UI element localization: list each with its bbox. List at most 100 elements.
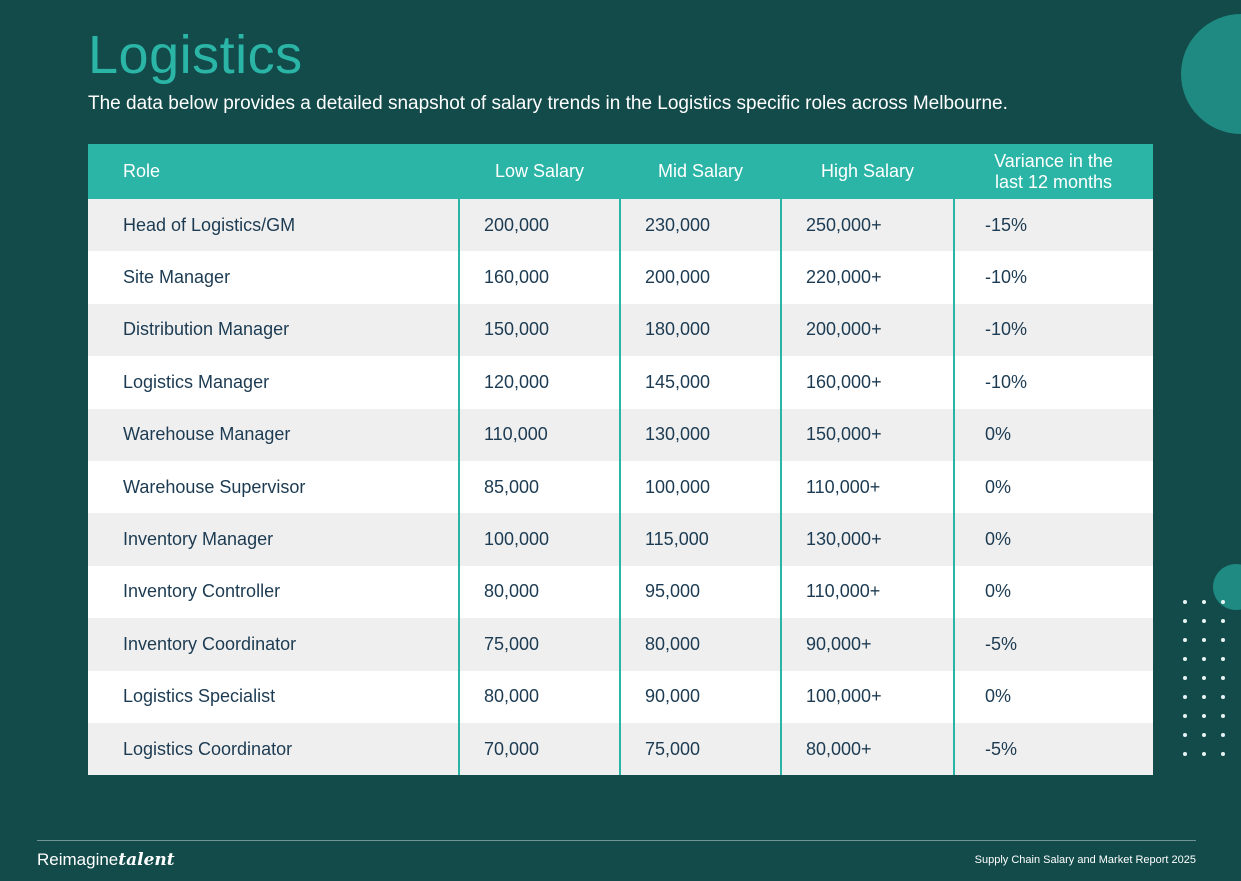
cell-role: Distribution Manager [88,303,459,357]
table-row: Head of Logistics/GM 200,000 230,000 250,00… [88,199,1153,252]
cell-high-salary: 130,000+ [780,513,954,566]
cell-role: Logistics Manager [88,356,459,409]
table-row: Inventory Manager 100,000 115,000 130,000+ 0… [88,513,1153,566]
cell-mid-salary: 180,000 [619,303,781,357]
decorative-dot [1183,752,1187,756]
cell-role: Inventory Coordinator [88,618,459,671]
page-title: Logistics [88,25,303,85]
decorative-dot [1202,657,1206,661]
header-variance: Variance in the last 12 months [954,144,1153,199]
cell-mid-salary: 145,000 [619,356,781,409]
cell-low-salary: 120,000 [458,356,620,409]
decorative-dot [1221,676,1225,680]
cell-mid-salary: 115,000 [619,513,781,566]
cell-variance: -5% [953,722,1153,776]
cell-variance: -15% [953,199,1153,252]
table-row: Inventory Coordinator 75,000 80,000 90,000+… [88,618,1153,671]
decorative-dot [1183,619,1187,623]
cell-role: Inventory Controller [88,565,459,619]
decorative-dot [1183,600,1187,604]
footer-divider [37,840,1196,841]
decorative-dot [1221,619,1225,623]
cell-high-salary: 250,000+ [780,199,954,252]
table-row: Logistics Manager 120,000 145,000 160,000+ -… [88,356,1153,409]
cell-role: Logistics Specialist [88,670,459,723]
cell-role: Logistics Coordinator [88,722,459,776]
table-row: Warehouse Supervisor 85,000 100,000 110,000… [88,460,1153,514]
decorative-dot [1183,714,1187,718]
decorative-dot-grid [1183,600,1225,756]
decorative-dot [1183,638,1187,642]
decorative-dot [1183,733,1187,737]
cell-mid-salary: 130,000 [619,408,781,461]
cell-mid-salary: 100,000 [619,460,781,514]
decorative-dot [1202,752,1206,756]
decorative-dot [1183,657,1187,661]
decorative-dot [1183,676,1187,680]
cell-variance: 0% [953,670,1153,723]
cell-high-salary: 90,000+ [780,618,954,671]
decorative-circle-large [1181,14,1241,134]
cell-low-salary: 100,000 [458,513,620,566]
cell-variance: -5% [953,618,1153,671]
decorative-dot [1183,695,1187,699]
cell-low-salary: 70,000 [458,722,620,776]
salary-table: Role Low Salary Mid Salary High Salary V… [88,144,1153,776]
cell-high-salary: 110,000+ [780,460,954,514]
decorative-dot [1221,657,1225,661]
table-row: Logistics Coordinator 70,000 75,000 80,000+… [88,722,1153,776]
cell-variance: -10% [953,303,1153,357]
cell-mid-salary: 80,000 [619,618,781,671]
cell-high-salary: 160,000+ [780,356,954,409]
cell-mid-salary: 95,000 [619,565,781,619]
table-row: Logistics Specialist 80,000 90,000 100,000+… [88,670,1153,723]
decorative-dot [1221,695,1225,699]
cell-high-salary: 100,000+ [780,670,954,723]
header-role: Role [88,144,459,199]
decorative-dot [1221,733,1225,737]
decorative-dot [1221,714,1225,718]
cell-low-salary: 75,000 [458,618,620,671]
cell-mid-salary: 200,000 [619,251,781,304]
cell-mid-salary: 75,000 [619,722,781,776]
header-mid-salary: Mid Salary [620,144,781,199]
cell-role: Warehouse Supervisor [88,460,459,514]
table-row: Inventory Controller 80,000 95,000 110,000+… [88,565,1153,619]
cell-low-salary: 80,000 [458,670,620,723]
table-row: Warehouse Manager 110,000 130,000 150,000+ 0… [88,408,1153,461]
decorative-dot [1221,752,1225,756]
report-title: Supply Chain Salary and Market Report 20… [974,854,1196,866]
cell-low-salary: 110,000 [458,408,620,461]
cell-mid-salary: 230,000 [619,199,781,252]
table-body: Head of Logistics/GM 200,000 230,000 250,00… [88,199,1153,776]
cell-low-salary: 160,000 [458,251,620,304]
brand-logo: Reimaginetalent [37,850,175,870]
cell-high-salary: 220,000+ [780,251,954,304]
cell-high-salary: 110,000+ [780,565,954,619]
cell-low-salary: 80,000 [458,565,620,619]
table-row: Distribution Manager 150,000 180,000 200,00… [88,303,1153,357]
cell-variance: -10% [953,356,1153,409]
cell-low-salary: 150,000 [458,303,620,357]
decorative-dot [1202,619,1206,623]
decorative-dot [1221,600,1225,604]
cell-low-salary: 200,000 [458,199,620,252]
brand-logo-bold: talent [118,850,175,870]
cell-high-salary: 80,000+ [780,722,954,776]
cell-role: Inventory Manager [88,513,459,566]
table-header-row: Role Low Salary Mid Salary High Salary V… [88,144,1153,199]
cell-role: Site Manager [88,251,459,304]
decorative-dot [1202,600,1206,604]
cell-high-salary: 200,000+ [780,303,954,357]
page-subtitle: The data below provides a detailed snaps… [88,93,1008,114]
table-row: Site Manager 160,000 200,000 220,000+ -10% [88,251,1153,304]
decorative-dot [1202,695,1206,699]
header-high-salary: High Salary [781,144,954,199]
cell-variance: 0% [953,408,1153,461]
cell-role: Warehouse Manager [88,408,459,461]
decorative-dot [1202,676,1206,680]
cell-mid-salary: 90,000 [619,670,781,723]
cell-variance: -10% [953,251,1153,304]
decorative-dot [1202,733,1206,737]
cell-high-salary: 150,000+ [780,408,954,461]
